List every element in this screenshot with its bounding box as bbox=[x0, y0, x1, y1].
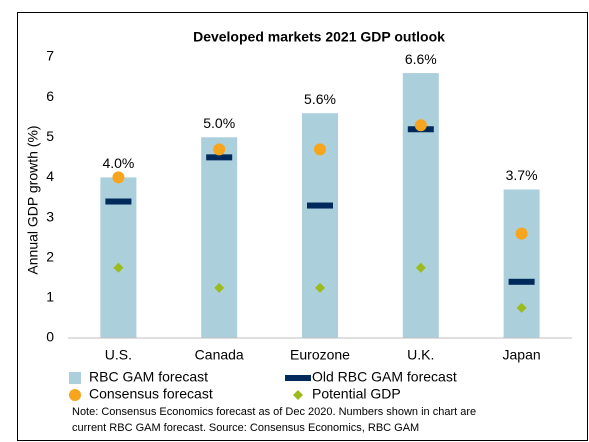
consensus-marker bbox=[213, 143, 226, 156]
x-tick-label: Japan bbox=[503, 347, 541, 363]
value-label: 4.0% bbox=[102, 155, 134, 171]
old-forecast-marker bbox=[508, 278, 535, 285]
legend-label: Potential GDP bbox=[312, 386, 401, 402]
old-forecast-marker bbox=[105, 198, 132, 205]
legend-marker bbox=[69, 372, 81, 384]
bar bbox=[503, 189, 540, 338]
note: current RBC GAM forecast. Source: Consen… bbox=[72, 422, 419, 434]
y-tick-label: 3 bbox=[46, 208, 54, 224]
potential-marker bbox=[315, 282, 325, 293]
potential-marker bbox=[113, 262, 124, 273]
note: Note: Consensus Economics forecast as of… bbox=[72, 406, 476, 418]
potential-marker bbox=[214, 282, 225, 293]
legend-label: RBC GAM forecast bbox=[89, 369, 208, 385]
legend-marker bbox=[293, 390, 303, 400]
value-label: 5.6% bbox=[304, 91, 336, 107]
legend-marker bbox=[69, 389, 81, 401]
consensus-marker bbox=[112, 171, 125, 184]
x-tick-label: Canada bbox=[195, 347, 244, 363]
consensus-marker bbox=[314, 143, 326, 156]
chart-title: Developed markets 2021 GDP outlook bbox=[193, 29, 445, 45]
y-tick-label: 7 bbox=[46, 48, 54, 64]
legend-label: Consensus forecast bbox=[89, 386, 213, 402]
old-forecast-marker bbox=[307, 202, 333, 209]
potential-marker bbox=[516, 302, 527, 313]
y-tick-label: 2 bbox=[46, 248, 54, 264]
x-tick-label: Eurozone bbox=[290, 347, 350, 363]
bar bbox=[201, 137, 238, 338]
y-tick-label: 5 bbox=[46, 128, 54, 144]
x-tick-label: U.K. bbox=[407, 347, 434, 363]
x-tick-label: U.S. bbox=[105, 347, 132, 363]
y-tick-label: 6 bbox=[46, 88, 54, 104]
value-label: 5.0% bbox=[203, 115, 235, 131]
consensus-marker bbox=[414, 119, 427, 132]
legend-label: Old RBC GAM forecast bbox=[312, 369, 457, 385]
consensus-marker bbox=[515, 227, 528, 240]
y-tick-label: 0 bbox=[46, 329, 54, 345]
value-label: 6.6% bbox=[405, 51, 437, 67]
old-forecast-marker bbox=[206, 154, 233, 161]
legend-marker bbox=[285, 375, 311, 381]
y-tick-label: 4 bbox=[46, 168, 54, 184]
value-label: 3.7% bbox=[506, 167, 538, 183]
bar bbox=[402, 73, 439, 339]
frame bbox=[17, 12, 588, 441]
potential-marker bbox=[415, 262, 426, 273]
y-axis-label: Annual GDP growth (%) bbox=[25, 125, 41, 274]
y-tick-label: 1 bbox=[46, 289, 54, 305]
